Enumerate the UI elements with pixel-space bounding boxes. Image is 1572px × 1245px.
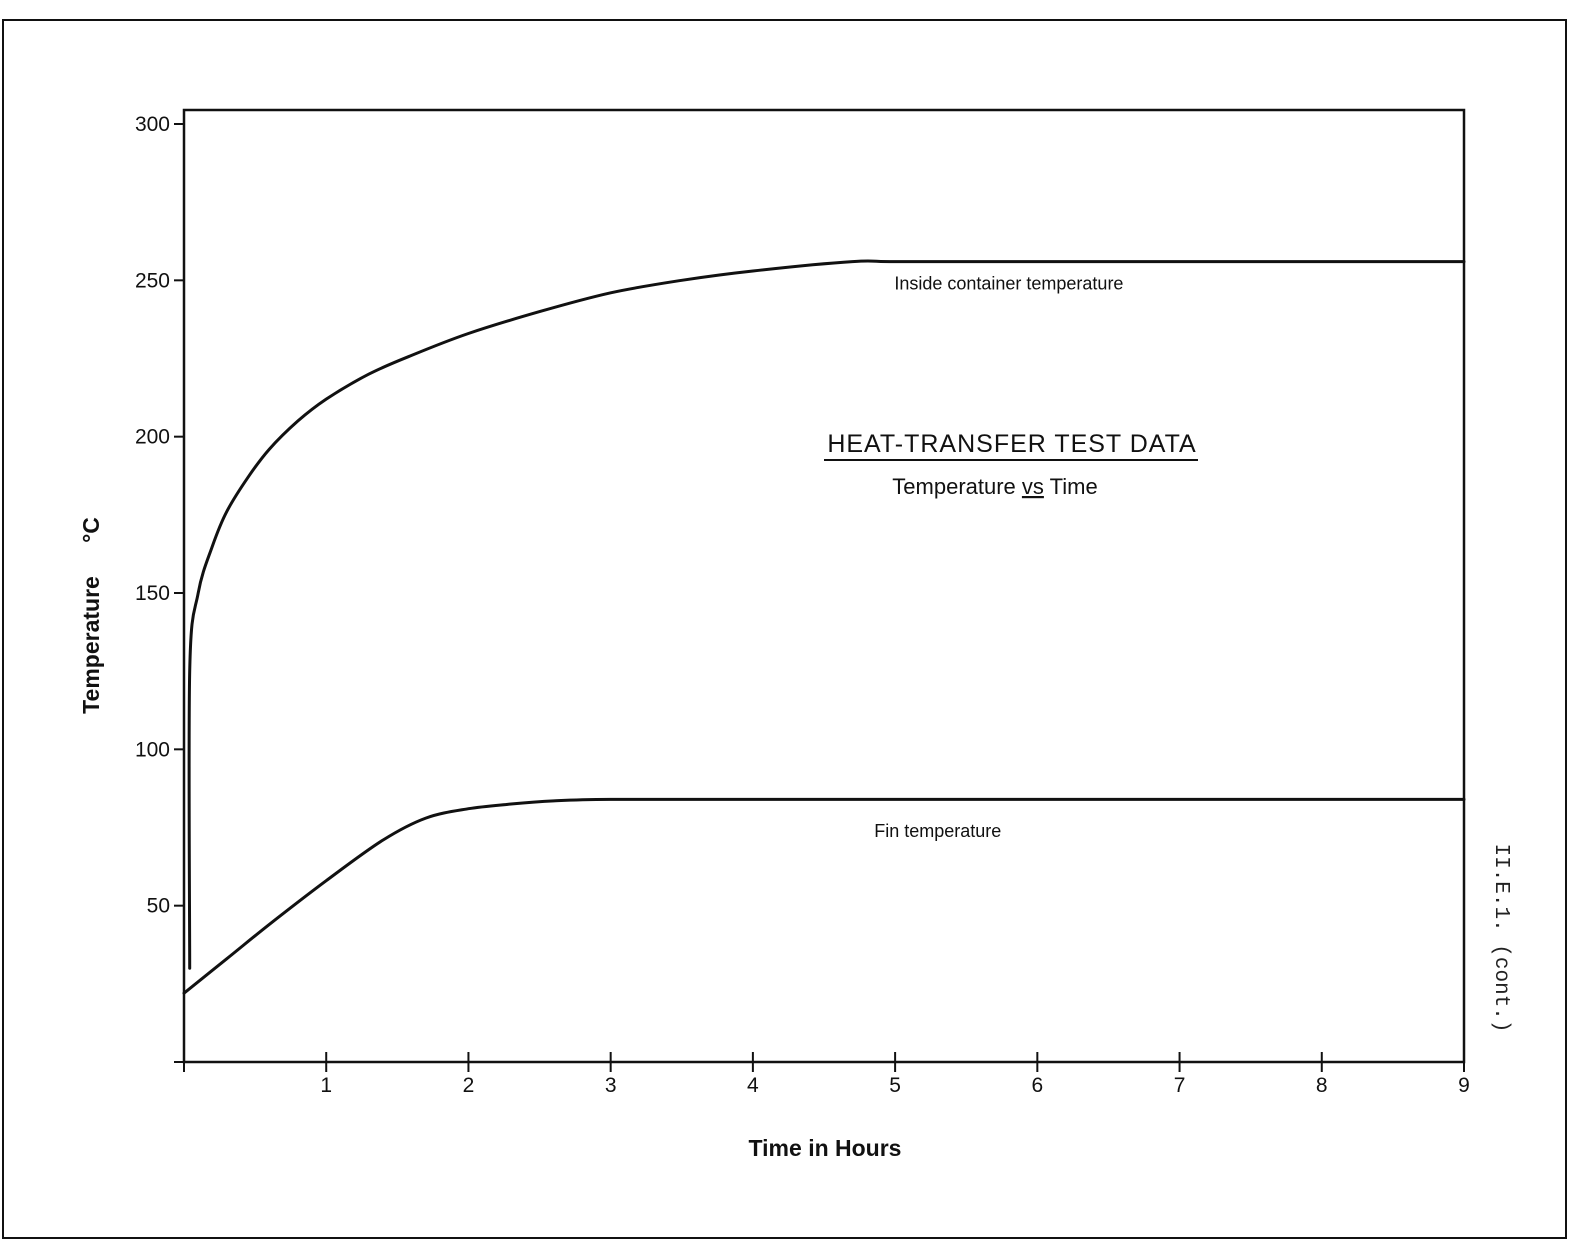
series-lines: [182, 259, 1466, 995]
inside-container-temperature-line: [187, 259, 1466, 970]
inside-container-temperature-label: Inside container temperature: [894, 274, 1123, 294]
y-axis-title-text: Temperature: [78, 576, 104, 714]
y-tick-label-100: 100: [135, 738, 170, 761]
x-tick-label-4: 4: [747, 1074, 759, 1097]
chart-subtitle-part-1: Temperature: [892, 474, 1022, 499]
y-axis-title: Temperature °C: [78, 517, 104, 714]
x-axis-title: Time in Hours: [749, 1135, 902, 1161]
x-tick-label-5: 5: [889, 1074, 901, 1097]
annotations: Inside container temperature Fin temperat…: [874, 274, 1123, 841]
chart-subtitle: Temperature vs Time: [892, 474, 1097, 499]
page-note: II.E.1. (cont.): [1489, 843, 1512, 1032]
fin-temperature-line: [182, 797, 1466, 995]
chart-title: HEAT-TRANSFER TEST DATA: [827, 430, 1196, 458]
chart-subtitle-part-3: Time: [1044, 474, 1098, 499]
page-note-text: II.E.1. (cont.): [1489, 843, 1512, 1032]
x-tick-label-3: 3: [605, 1074, 617, 1097]
chart-subtitle-vs: vs: [1022, 474, 1044, 499]
plot-frame: [182, 108, 1466, 1064]
y-axis-title-unit: °C: [78, 517, 104, 543]
fin-temperature-label: Fin temperature: [874, 821, 1001, 841]
y-tick-label-200: 200: [135, 426, 170, 449]
page-frame: [2, 19, 1567, 1239]
x-tick-label-9: 9: [1458, 1074, 1470, 1097]
x-tick-label-7: 7: [1174, 1074, 1186, 1097]
x-tick-label-8: 8: [1316, 1074, 1328, 1097]
y-tick-label-250: 250: [135, 269, 170, 292]
y-tick-label-300: 300: [135, 113, 170, 136]
x-tick-label-2: 2: [463, 1074, 475, 1097]
x-tick-label-1: 1: [320, 1074, 332, 1097]
y-tick-label-50: 50: [147, 895, 170, 918]
axes: 50 100 150 200 250 300 1 2 3 4 5 6 7 8 9: [135, 113, 1470, 1097]
y-tick-label-150: 150: [135, 582, 170, 605]
x-tick-label-6: 6: [1031, 1074, 1043, 1097]
